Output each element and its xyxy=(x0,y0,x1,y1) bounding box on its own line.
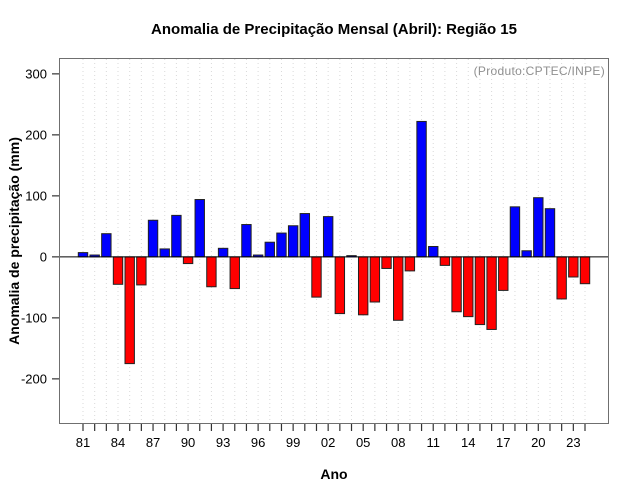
x-tick-label-1984: 84 xyxy=(111,435,125,450)
y-tick-label-0: 0 xyxy=(40,249,47,264)
bar-1988 xyxy=(159,248,170,258)
x-axis-title: Ano xyxy=(320,466,348,482)
x-tick-label-2020: 20 xyxy=(531,435,545,450)
y-axis-title: Anomalia de precipitação (mm) xyxy=(6,137,22,345)
bar-2023 xyxy=(568,256,579,278)
x-tick-label-2011: 11 xyxy=(426,435,440,450)
x-tick-label-1987: 87 xyxy=(146,435,160,450)
plot-box xyxy=(59,58,609,424)
x-tick-label-1999: 99 xyxy=(286,435,300,450)
bar-1990 xyxy=(182,256,194,265)
bar-2006 xyxy=(369,256,381,303)
bar-2010 xyxy=(416,120,427,258)
bar-2008 xyxy=(393,256,404,321)
bar-2021 xyxy=(544,208,556,258)
bar-2024 xyxy=(579,256,591,285)
x-tick-label-2002: 02 xyxy=(321,435,335,450)
bar-2009 xyxy=(404,256,416,272)
bar-2020 xyxy=(533,197,544,258)
bar-1999 xyxy=(287,225,299,258)
bar-2017 xyxy=(498,256,509,291)
bar-1998 xyxy=(276,232,287,258)
plot-area: (Produto:CPTEC/INPE) xyxy=(59,58,609,424)
x-tick-label-2014: 14 xyxy=(461,435,475,450)
chart-title: Anomalia de Precipitação Mensal (Abril):… xyxy=(151,21,517,38)
bar-1993 xyxy=(217,247,229,258)
bar-2000 xyxy=(299,213,311,258)
bar-1985 xyxy=(124,256,135,365)
y-tick-label-100: 100 xyxy=(25,188,47,203)
bar-2014 xyxy=(463,256,474,318)
bar-1981 xyxy=(77,252,89,258)
x-tick-label-2023: 23 xyxy=(566,435,580,450)
x-tick-label-2005: 05 xyxy=(356,435,370,450)
bar-2011 xyxy=(428,245,439,258)
bar-1983 xyxy=(101,233,112,258)
bar-1984 xyxy=(112,256,124,285)
x-tick-label-1993: 93 xyxy=(216,435,230,450)
bar-2016 xyxy=(486,256,497,330)
x-tick-label-1996: 96 xyxy=(251,435,265,450)
bar-1987 xyxy=(147,219,159,258)
bar-2013 xyxy=(451,256,462,313)
bar-plot-svg xyxy=(59,58,609,424)
bar-2007 xyxy=(381,256,392,269)
source-annotation: (Produto:CPTEC/INPE) xyxy=(473,64,605,78)
bar-2005 xyxy=(357,256,369,316)
y-tick-label-200: 200 xyxy=(25,127,47,142)
bar-1992 xyxy=(206,256,217,288)
bar-1994 xyxy=(229,256,240,290)
y-tick-label-300: 300 xyxy=(25,66,47,81)
bar-2002 xyxy=(322,216,334,258)
bar-1991 xyxy=(194,199,205,258)
bar-2001 xyxy=(311,256,322,298)
bar-2018 xyxy=(509,206,521,258)
bar-1986 xyxy=(136,256,147,286)
x-tick-label-2017: 17 xyxy=(496,435,510,450)
bar-2019 xyxy=(521,250,532,258)
x-tick-label-2008: 08 xyxy=(391,435,405,450)
bar-1997 xyxy=(264,241,275,258)
bar-2022 xyxy=(556,256,567,300)
y-tick-label--100: -100 xyxy=(21,310,47,325)
y-tick-label--200: -200 xyxy=(21,371,47,386)
bar-2012 xyxy=(439,256,451,266)
bar-1995 xyxy=(241,224,252,258)
bar-1989 xyxy=(171,214,182,258)
bar-2015 xyxy=(474,256,486,326)
x-tick-label-1990: 90 xyxy=(181,435,195,450)
x-tick-label-1981: 81 xyxy=(76,435,90,450)
bar-2003 xyxy=(334,256,346,315)
